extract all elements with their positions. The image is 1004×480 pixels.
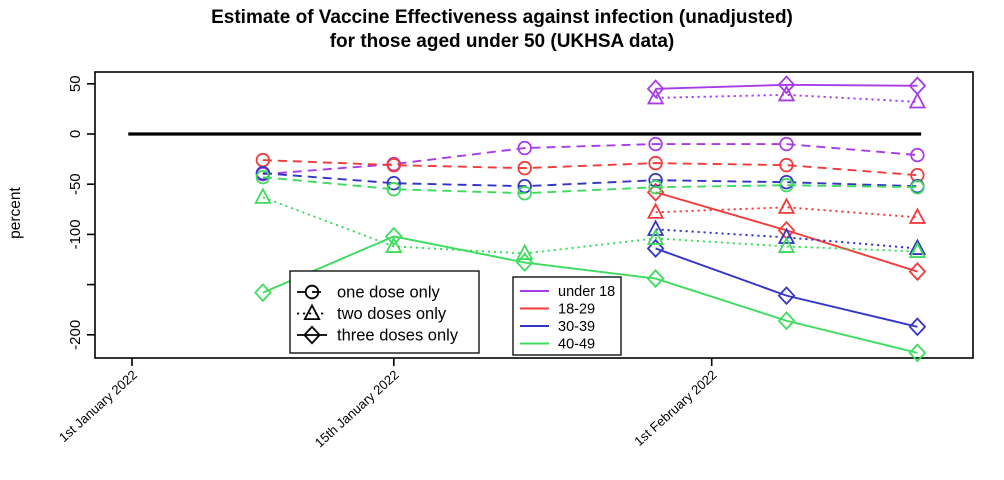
marker-circle-40-49 — [386, 182, 402, 197]
legend-doses-label: two doses only — [337, 305, 447, 323]
legend-ages-box — [512, 276, 622, 356]
legend-doses-label: one dose only — [337, 284, 440, 302]
marker-circle-under-18 — [910, 147, 925, 163]
legend-doses-label: three doses only — [337, 327, 459, 345]
y-tick-label: 0 — [67, 130, 84, 138]
marker-triangle-40-49 — [385, 236, 403, 253]
marker-triangle-18-29 — [646, 202, 665, 219]
marker-circle-under-18 — [648, 136, 663, 152]
y-tick-label: -100 — [67, 219, 84, 249]
marker-circle-under-18 — [517, 140, 532, 156]
marker-triangle-under-18 — [646, 87, 665, 105]
marker-triangle-40-49 — [646, 228, 665, 245]
marker-triangle-40-49 — [777, 236, 796, 253]
marker-diamond-40-49 — [646, 269, 665, 289]
marker-circle-40-49 — [779, 178, 794, 193]
marker-circle-18-29 — [779, 157, 794, 173]
marker-diamond-30-39 — [908, 317, 927, 337]
series-line-18-29-circle — [262, 159, 918, 177]
series-line-30-39-triangle — [655, 228, 918, 250]
x-tick-label: 1st February 2022 — [631, 367, 719, 449]
marker-triangle-40-49 — [516, 243, 534, 260]
y-tick-label: -50 — [67, 173, 84, 195]
legend-ages-label: 30-39 — [558, 319, 595, 335]
marker-circle-under-18 — [779, 136, 794, 152]
marker-triangle-30-39 — [646, 219, 665, 236]
legend-ages-label: 40-49 — [558, 337, 595, 353]
chart-title: Estimate of Vaccine Effectiveness agains… — [0, 6, 1004, 54]
series-line-under-18-diamond — [655, 83, 918, 90]
marker-diamond-40-49 — [254, 283, 272, 303]
marker-triangle-18-29 — [777, 197, 796, 214]
series-line-40-49-diamond — [262, 235, 918, 354]
series-line-18-29-triangle — [655, 206, 918, 219]
marker-diamond-under-18 — [777, 75, 796, 95]
series-line-40-49-triangle — [262, 196, 918, 255]
legend-circle-icon — [304, 284, 320, 300]
legend-triangle-icon — [303, 303, 321, 320]
marker-circle-18-29 — [648, 155, 663, 171]
legend-diamond-icon — [303, 325, 321, 345]
series-line-40-49-circle — [262, 176, 918, 195]
marker-diamond-18-29 — [908, 262, 927, 282]
marker-diamond-30-39 — [646, 238, 665, 258]
marker-circle-18-29 — [386, 157, 402, 173]
marker-diamond-40-49 — [515, 252, 534, 273]
marker-circle-40-49 — [255, 169, 271, 185]
marker-triangle-under-18 — [908, 91, 927, 109]
marker-diamond-under-18 — [646, 79, 665, 99]
marker-triangle-40-49 — [254, 187, 272, 204]
series-line-under-18-triangle — [655, 93, 918, 103]
marker-circle-40-49 — [648, 180, 663, 195]
series-line-30-39-diamond — [655, 247, 918, 328]
marker-circle-40-49 — [517, 186, 532, 201]
x-tick-label: 1st January 2022 — [56, 367, 140, 445]
marker-diamond-40-49 — [908, 343, 927, 363]
marker-circle-18-29 — [517, 160, 532, 176]
marker-triangle-under-18 — [777, 84, 796, 102]
legend-ages-label: 18-29 — [558, 302, 595, 318]
series-line-30-39-circle — [262, 172, 918, 188]
y-tick-label: -200 — [67, 320, 84, 350]
series-line-under-18-circle — [262, 143, 918, 176]
series-line-18-29-diamond — [655, 191, 918, 273]
marker-circle-30-39 — [255, 165, 271, 181]
marker-diamond-40-49 — [777, 311, 796, 331]
chart-title-line1: Estimate of Vaccine Effectiveness agains… — [211, 7, 793, 28]
chart-title-line2: for those aged under 50 (UKHSA data) — [329, 31, 675, 52]
marker-triangle-30-39 — [777, 227, 796, 244]
marker-triangle-18-29 — [908, 207, 927, 224]
marker-diamond-30-39 — [777, 286, 796, 306]
marker-triangle-30-39 — [908, 238, 927, 255]
y-axis-title: percent — [7, 186, 24, 238]
marker-diamond-40-49 — [384, 226, 403, 246]
marker-diamond-under-18 — [908, 76, 927, 96]
y-tick-label: 50 — [67, 75, 84, 92]
x-tick-label: 15th January 2022 — [312, 367, 402, 450]
marker-circle-40-49 — [910, 180, 925, 195]
legend-ages-label: under 18 — [558, 284, 615, 300]
marker-circle-30-39 — [386, 175, 402, 191]
legend-doses-box — [289, 270, 480, 354]
plot-border — [94, 71, 974, 359]
marker-triangle-40-49 — [908, 241, 927, 258]
